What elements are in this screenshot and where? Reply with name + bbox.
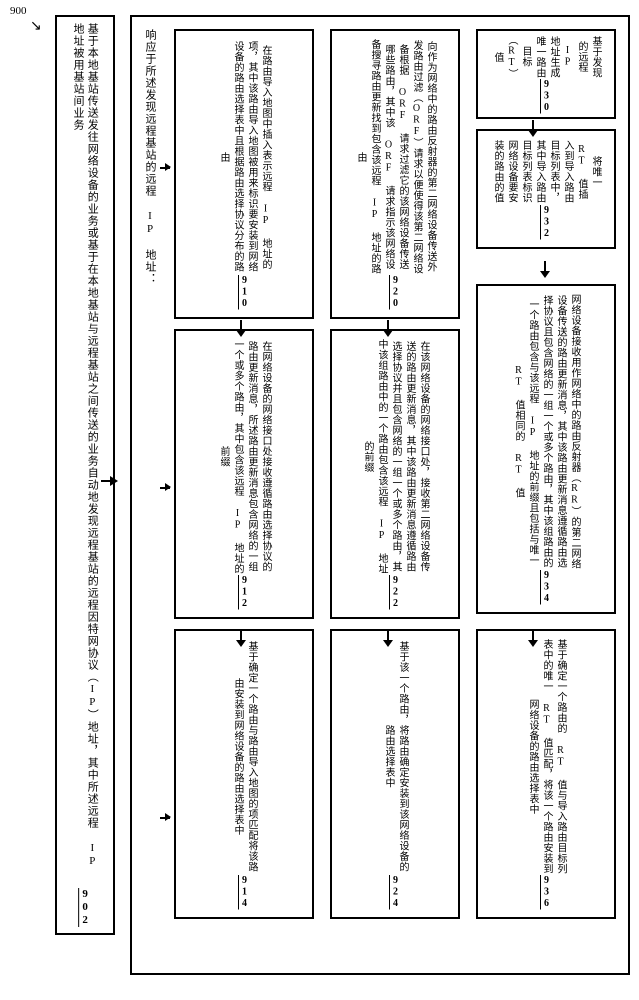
box-912-ref: 912 bbox=[237, 575, 251, 610]
box-922-text: 在该网络设备的网络接口处，接收第二网络设备传送的路由更新消息，其中该路由更新消息… bbox=[360, 339, 430, 575]
box-910-ref: 910 bbox=[237, 275, 251, 310]
box-922: 在该网络设备的网络接口处，接收第二网络设备传送的路由更新消息，其中该路由更新消息… bbox=[330, 329, 460, 619]
box-932-text: 将唯一 RT 值插入到导入路由目标列表中，其中导入路由目标列表标识网络设备要安装… bbox=[490, 139, 602, 205]
dashed-arrow-1 bbox=[165, 163, 171, 171]
box-920-ref: 920 bbox=[388, 275, 402, 310]
arrowhead-r1-r2-col2 bbox=[383, 330, 393, 337]
box-936-ref: 936 bbox=[539, 875, 553, 910]
row-3: 基于确定一个路由与路由导入地图的项匹配将该路由安装到网络设备的路由选择表中 91… bbox=[174, 629, 616, 919]
header-box: 基于本地基站传送发往网络设备的业务或基于在本地基站与远程基站之间传送的业务自动地… bbox=[55, 15, 115, 935]
box-924-text: 基于该一个路由，将路由确定安装到该网络设备的路由选择表中 bbox=[381, 639, 409, 875]
row-2: 在网络设备的网络接口处接收遵循路由选择协议的路由更新消息，所述路由更新消息包含网… bbox=[174, 329, 616, 619]
columns-container: 在路由导入地图中插入表示远程 IP 地址的项，其中该路由导入地图被用来标识要安装… bbox=[174, 29, 616, 919]
header-text: 基于本地基站传送发往网络设备的业务或基于在本地基站与远程基站之间传送的业务自动地… bbox=[71, 23, 100, 884]
diagram-ref-label: 900 bbox=[10, 5, 27, 17]
box-920: 向作为网络中的路由反射器的第二网络设备传送外发路由过滤（ORF）请求以便使得该第… bbox=[330, 29, 460, 319]
box-912: 在网络设备的网络接口处接收遵循路由选择协议的路由更新消息，所述路由更新消息包含网… bbox=[174, 329, 314, 619]
box-924: 基于该一个路由，将路由确定安装到该网络设备的路由选择表中 924 bbox=[330, 629, 460, 919]
box-934-ref: 934 bbox=[539, 570, 553, 605]
header-ref: 902 bbox=[78, 888, 92, 927]
ref-arrow: ↘ bbox=[30, 18, 42, 35]
arrowhead-r1-r2-col3a bbox=[528, 130, 538, 137]
arrowhead-r2-r3-col2 bbox=[383, 640, 393, 647]
box-924-ref: 924 bbox=[388, 875, 402, 910]
box-934-text: 网络设备接收用作网络中的路由反射器（RR）的第二网络设备传送的路由更新消息，其中… bbox=[511, 294, 581, 570]
box-930: 基于发现的远程 IP 地址生成唯一路由目标（RT）值 930 bbox=[476, 29, 616, 119]
arrow-932-934 bbox=[544, 261, 546, 271]
intro-text: 响应于所述发现远程基站的远程 IP 地址： bbox=[140, 29, 158, 959]
box-932-ref: 932 bbox=[539, 205, 553, 240]
box-910-text: 在路由导入地图中插入表示远程 IP 地址的项，其中该路由导入地图被用来标识要安装… bbox=[216, 39, 272, 275]
box-914: 基于确定一个路由与路由导入地图的项匹配将该路由安装到网络设备的路由选择表中 91… bbox=[174, 629, 314, 919]
box-930-text: 基于发现的远程 IP 地址生成唯一路由目标（RT）值 bbox=[490, 35, 602, 79]
box-914-ref: 914 bbox=[237, 875, 251, 910]
box-936-text: 基于确定一个路由的 RT 值与导入路由目标列表中的唯一 RT 值匹配，将该一个路… bbox=[525, 639, 567, 875]
arrowhead-r1-r2-col1 bbox=[236, 330, 246, 337]
main-container: 响应于所述发现远程基站的远程 IP 地址： 在路由导入地图中插入表示远程 IP … bbox=[130, 15, 630, 975]
arrowhead-r2-r3-col3 bbox=[528, 640, 538, 647]
box-932: 将唯一 RT 值插入到导入路由目标列表中，其中导入路由目标列表标识网络设备要安装… bbox=[476, 129, 616, 249]
box-930-ref: 930 bbox=[539, 79, 553, 114]
box-912-text: 在网络设备的网络接口处接收遵循路由选择协议的路由更新消息，所述路由更新消息包含网… bbox=[216, 339, 272, 575]
box-934: 网络设备接收用作网络中的路由反射器（RR）的第二网络设备传送的路由更新消息，其中… bbox=[476, 284, 616, 614]
box-936: 基于确定一个路由的 RT 值与导入路由目标列表中的唯一 RT 值匹配，将该一个路… bbox=[476, 629, 616, 919]
dashed-arrow-2 bbox=[165, 483, 171, 491]
box-910: 在路由导入地图中插入表示远程 IP 地址的项，其中该路由导入地图被用来标识要安装… bbox=[174, 29, 314, 319]
box-920-text: 向作为网络中的路由反射器的第二网络设备传送外发路由过滤（ORF）请求以便使得该第… bbox=[353, 39, 437, 275]
arrowhead-r2-r3-col1 bbox=[236, 640, 246, 647]
dashed-arrow-3 bbox=[165, 813, 171, 821]
box-922-ref: 922 bbox=[388, 575, 402, 610]
header-connector-arrow bbox=[110, 476, 118, 486]
arrowhead-932-934 bbox=[540, 271, 550, 278]
box-914-text: 基于确定一个路由与路由导入地图的项匹配将该路由安装到网络设备的路由选择表中 bbox=[230, 639, 258, 875]
